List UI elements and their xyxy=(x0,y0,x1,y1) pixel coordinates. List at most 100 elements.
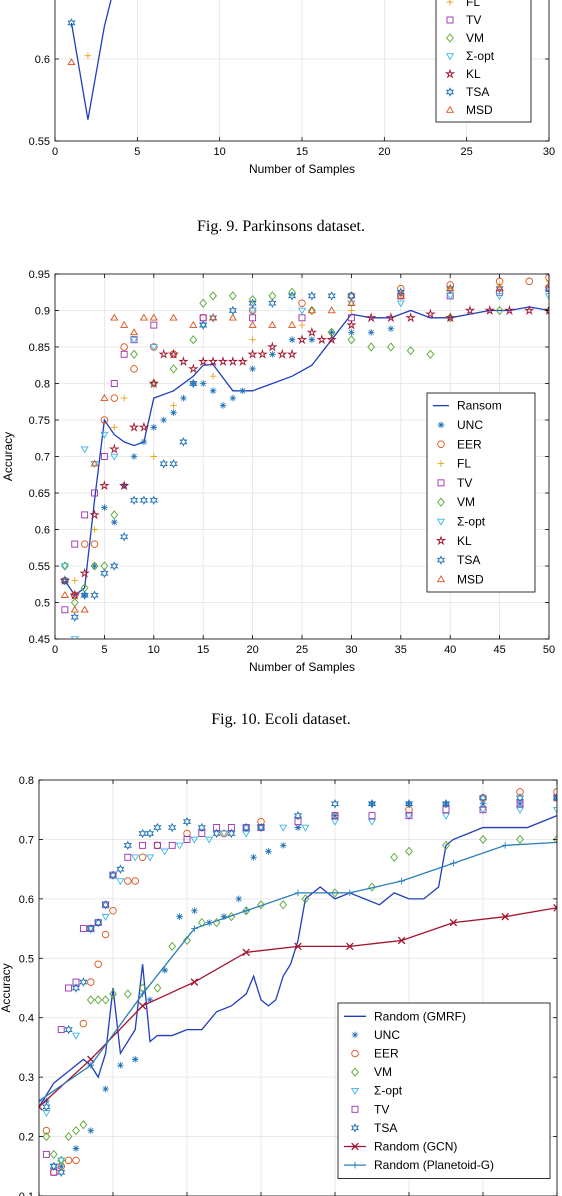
legend-item: MSD xyxy=(445,103,493,117)
series-eer-2-point xyxy=(72,1156,80,1165)
series-unc-1 xyxy=(43,794,557,1170)
series-tsa-8-point xyxy=(307,291,316,301)
series-kl-7-point xyxy=(444,312,456,323)
legend-label: TSA xyxy=(457,553,480,567)
legend-label: TV xyxy=(466,13,481,27)
series-tv-5-point xyxy=(65,984,73,992)
series-vm-3-point xyxy=(553,834,557,845)
series-unc-1-point xyxy=(87,1127,95,1134)
series-opt-4 xyxy=(42,806,557,1171)
series-unc-1-point xyxy=(180,394,187,402)
series-unc-1-point xyxy=(150,424,158,431)
series-kl-7-point xyxy=(464,304,476,315)
y-tick-label: 0.6 xyxy=(35,54,50,66)
series-vm-3-point xyxy=(257,900,265,910)
series-tsa-8-point xyxy=(446,283,455,294)
series-kl-7-point xyxy=(326,334,337,345)
series-msd-9-point xyxy=(327,306,336,314)
series-tsa-8-point xyxy=(120,532,129,542)
series-kl-7-point xyxy=(296,334,308,345)
series-tsa-6-point xyxy=(182,816,192,827)
series-unc-1-point xyxy=(288,336,296,343)
series-vm-5-point xyxy=(169,364,178,374)
series-kl-7-point xyxy=(227,356,239,367)
series-random-gcn-7-point xyxy=(39,1103,43,1111)
series-opt-4-point xyxy=(552,806,557,814)
series-tv-5-point xyxy=(479,806,487,814)
series-random-gcn-7-point xyxy=(553,904,557,912)
y-tick-label: 0.5 xyxy=(19,953,34,965)
series-unc-1-point xyxy=(130,453,138,460)
legend-marker xyxy=(436,555,446,565)
series-eer-2-point xyxy=(90,540,99,548)
legend-marker xyxy=(351,1049,359,1058)
series-tv-5-point xyxy=(79,925,87,933)
series-kl-7-point xyxy=(504,304,515,315)
series-fl-3-point xyxy=(71,577,79,584)
series-unc-1-point xyxy=(191,907,198,915)
series-unc-1-point xyxy=(199,380,207,387)
series-unc-1-point xyxy=(442,800,450,808)
legend-label: Σ-opt xyxy=(466,49,495,63)
series-random-gcn-7-point xyxy=(501,912,509,921)
series-kl-7-point xyxy=(138,421,150,432)
axes: 0102030405060700.10.20.30.40.50.60.70.8A… xyxy=(0,775,558,1196)
series-opt-6-point xyxy=(110,453,119,461)
series-fl-3-point xyxy=(209,372,217,380)
series-kl-7-point xyxy=(148,377,160,388)
series-tsa-6-point xyxy=(67,18,76,28)
legend-marker xyxy=(446,33,454,43)
legend-label: FL xyxy=(466,0,480,9)
legend-item: VM xyxy=(437,495,475,509)
series-opt-4-point xyxy=(86,925,95,933)
series-tsa-8-point xyxy=(268,298,277,308)
series-opt-4-point xyxy=(441,812,451,820)
legend-label: Random (GMRF) xyxy=(374,1009,466,1023)
series-eer-2-point xyxy=(110,394,119,402)
series-random-planetoid-g-8-point xyxy=(39,1097,43,1105)
series-tv-5-point xyxy=(368,812,376,820)
plot-area xyxy=(67,0,112,120)
series-kl-7-point xyxy=(188,363,199,374)
series-kl-7-point xyxy=(197,356,209,367)
legend-item: TSA xyxy=(445,85,489,99)
series-vm-3-point xyxy=(72,1126,80,1136)
legend-marker xyxy=(350,1087,360,1095)
series-tsa-6-point xyxy=(552,793,557,803)
series-opt-4-point xyxy=(160,848,169,856)
series-tsa-6-point xyxy=(197,822,206,833)
y-tick-label: 0.55 xyxy=(29,136,50,148)
x-tick-label: 25 xyxy=(296,644,308,656)
series-random-planetoid-g-8-point xyxy=(450,859,457,867)
legend-item: MSD xyxy=(436,572,484,586)
legend-label: TSA xyxy=(374,1121,397,1135)
series-kl-7-point xyxy=(277,348,288,359)
series-unc-1-point xyxy=(220,913,228,920)
series-unc-1-point xyxy=(405,800,413,808)
series-tsa-8-point xyxy=(288,291,297,301)
series-tv-4-point xyxy=(100,453,108,460)
series-eer-2-point xyxy=(124,877,132,885)
y-axis-label: Accuracy xyxy=(0,963,13,1012)
series-msd-9-point xyxy=(90,459,99,467)
legend-item: Ransom xyxy=(433,399,502,413)
legend-marker xyxy=(351,1142,359,1151)
series-tsa-6-point xyxy=(293,810,303,821)
series-kl-7-point xyxy=(286,348,298,359)
series-unc-1-point xyxy=(57,1162,65,1170)
series-vm-5-point xyxy=(406,346,415,356)
series-unc-1-point xyxy=(479,800,487,808)
y-tick-label: 0.45 xyxy=(29,634,50,646)
series-tsa-8-point xyxy=(60,575,69,586)
series-opt-6-point xyxy=(60,563,69,571)
legend-label: TSA xyxy=(466,85,489,99)
series-kl-7-point xyxy=(385,312,397,323)
series-msd-9-point xyxy=(268,320,277,328)
series-vm-3-point xyxy=(405,846,413,856)
series-kl-7-point xyxy=(306,326,318,337)
series-fl-3-point xyxy=(120,394,128,402)
y-tick-label: 0.8 xyxy=(19,775,34,787)
series-opt-6-point xyxy=(80,446,89,454)
series-msd-7-point xyxy=(67,58,76,66)
